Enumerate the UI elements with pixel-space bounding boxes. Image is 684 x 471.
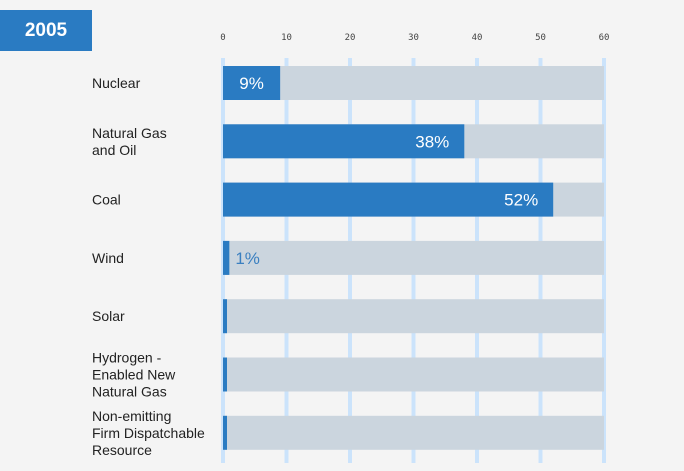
category-label-line: Hydrogen - — [92, 350, 162, 366]
bar-track — [223, 357, 604, 392]
year-badge: 2005 — [0, 10, 92, 51]
category-label: Nuclear — [92, 75, 141, 91]
x-tick-label: 20 — [345, 33, 356, 43]
x-axis-ticks: 0 10 20 30 40 50 60 — [220, 33, 609, 43]
bar-fill — [223, 240, 230, 275]
bar-fill — [223, 66, 281, 100]
category-label: Coal — [92, 192, 121, 208]
bar-fill — [223, 357, 227, 392]
bar-fill — [223, 182, 554, 217]
bar-track — [223, 240, 604, 275]
category-label-line: Non-emitting — [92, 408, 171, 424]
category-label-line: and Oil — [92, 142, 136, 158]
category-label-line: Wind — [92, 250, 124, 266]
category-label-line: Resource — [92, 442, 152, 458]
bar-track — [223, 299, 604, 334]
category-label: Hydrogen -Enabled New Natural Gas — [92, 350, 176, 400]
category-label: Wind — [92, 250, 124, 266]
category-label-line: Solar — [92, 308, 125, 324]
category-label: Solar — [92, 308, 125, 324]
data-label: 1% — [235, 249, 260, 268]
bars: 9% 38% 52% 1% — [223, 66, 604, 450]
category-label-line: Enabled New — [92, 367, 176, 383]
bar-fill — [223, 299, 227, 334]
category-label: Non-emitting Firm Dispatchable Resource — [92, 408, 205, 458]
bar-track — [223, 66, 604, 100]
category-label-line: Natural Gas — [92, 384, 167, 400]
category-label: Natural Gas and Oil — [92, 125, 167, 158]
category-label-line: Nuclear — [92, 75, 141, 91]
x-tick-label: 0 — [220, 33, 225, 43]
category-label-line: Coal — [92, 192, 121, 208]
category-label-line: Firm Dispatchable — [92, 425, 205, 441]
category-label-line: Natural Gas — [92, 125, 167, 141]
x-tick-label: 60 — [599, 33, 610, 43]
x-tick-label: 50 — [535, 33, 546, 43]
bar-fill — [223, 415, 227, 450]
data-label: 9% — [239, 74, 264, 93]
data-label: 52% — [504, 191, 538, 210]
x-tick-label: 40 — [472, 33, 483, 43]
data-label: 38% — [415, 132, 449, 151]
bar-track — [223, 415, 604, 450]
x-tick-label: 10 — [281, 33, 292, 43]
x-tick-label: 30 — [408, 33, 419, 43]
bar-fill — [223, 124, 465, 159]
